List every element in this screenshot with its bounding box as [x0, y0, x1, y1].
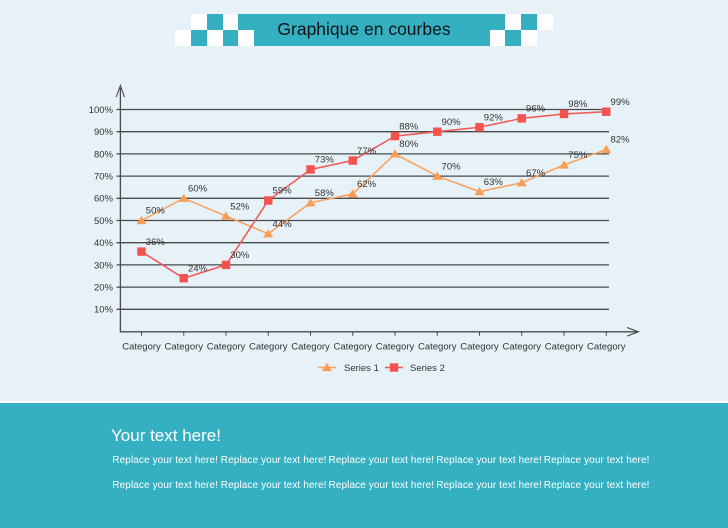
svg-text:88%: 88%	[399, 121, 419, 132]
svg-text:75%: 75%	[568, 150, 588, 161]
svg-text:Series 2: Series 2	[410, 363, 445, 374]
svg-text:60%: 60%	[94, 194, 114, 205]
svg-text:82%: 82%	[611, 135, 631, 146]
svg-text:36%: 36%	[146, 237, 166, 248]
svg-text:40%: 40%	[94, 238, 114, 249]
svg-text:99%: 99%	[611, 97, 631, 108]
svg-text:90%: 90%	[94, 127, 114, 138]
svg-text:30%: 30%	[230, 250, 250, 261]
svg-text:98%: 98%	[568, 99, 588, 110]
svg-text:Category: Category	[376, 341, 415, 352]
svg-text:Category: Category	[460, 341, 499, 352]
svg-text:63%: 63%	[484, 177, 504, 188]
svg-text:50%: 50%	[146, 206, 166, 217]
svg-text:70%: 70%	[94, 172, 114, 183]
svg-text:20%: 20%	[94, 283, 114, 294]
svg-text:Category: Category	[164, 341, 203, 352]
svg-text:62%: 62%	[357, 179, 377, 190]
svg-text:10%: 10%	[94, 305, 114, 316]
svg-text:Category: Category	[502, 341, 541, 352]
svg-text:24%: 24%	[188, 263, 208, 274]
svg-text:58%: 58%	[315, 188, 335, 199]
svg-text:70%: 70%	[442, 161, 462, 172]
svg-text:92%: 92%	[484, 112, 504, 123]
svg-text:Category: Category	[207, 341, 246, 352]
svg-text:Category: Category	[418, 341, 457, 352]
svg-text:Category: Category	[545, 341, 584, 352]
svg-text:Category: Category	[333, 341, 372, 352]
svg-text:Category: Category	[249, 341, 288, 352]
svg-text:52%: 52%	[230, 201, 250, 212]
svg-text:30%: 30%	[94, 260, 114, 271]
svg-text:77%: 77%	[357, 146, 377, 157]
svg-text:44%: 44%	[273, 219, 293, 230]
svg-text:50%: 50%	[94, 216, 114, 227]
svg-text:59%: 59%	[273, 186, 293, 197]
svg-text:Series 1: Series 1	[344, 363, 379, 374]
svg-text:Category: Category	[587, 341, 626, 352]
svg-text:80%: 80%	[399, 139, 419, 150]
svg-text:60%: 60%	[188, 184, 208, 195]
svg-text:80%: 80%	[94, 149, 114, 160]
svg-text:100%: 100%	[89, 105, 114, 116]
svg-text:Category: Category	[122, 341, 161, 352]
svg-text:Category: Category	[291, 341, 330, 352]
svg-text:90%: 90%	[442, 117, 462, 128]
svg-text:67%: 67%	[526, 168, 546, 179]
svg-text:96%: 96%	[526, 104, 546, 115]
svg-text:73%: 73%	[315, 155, 335, 166]
